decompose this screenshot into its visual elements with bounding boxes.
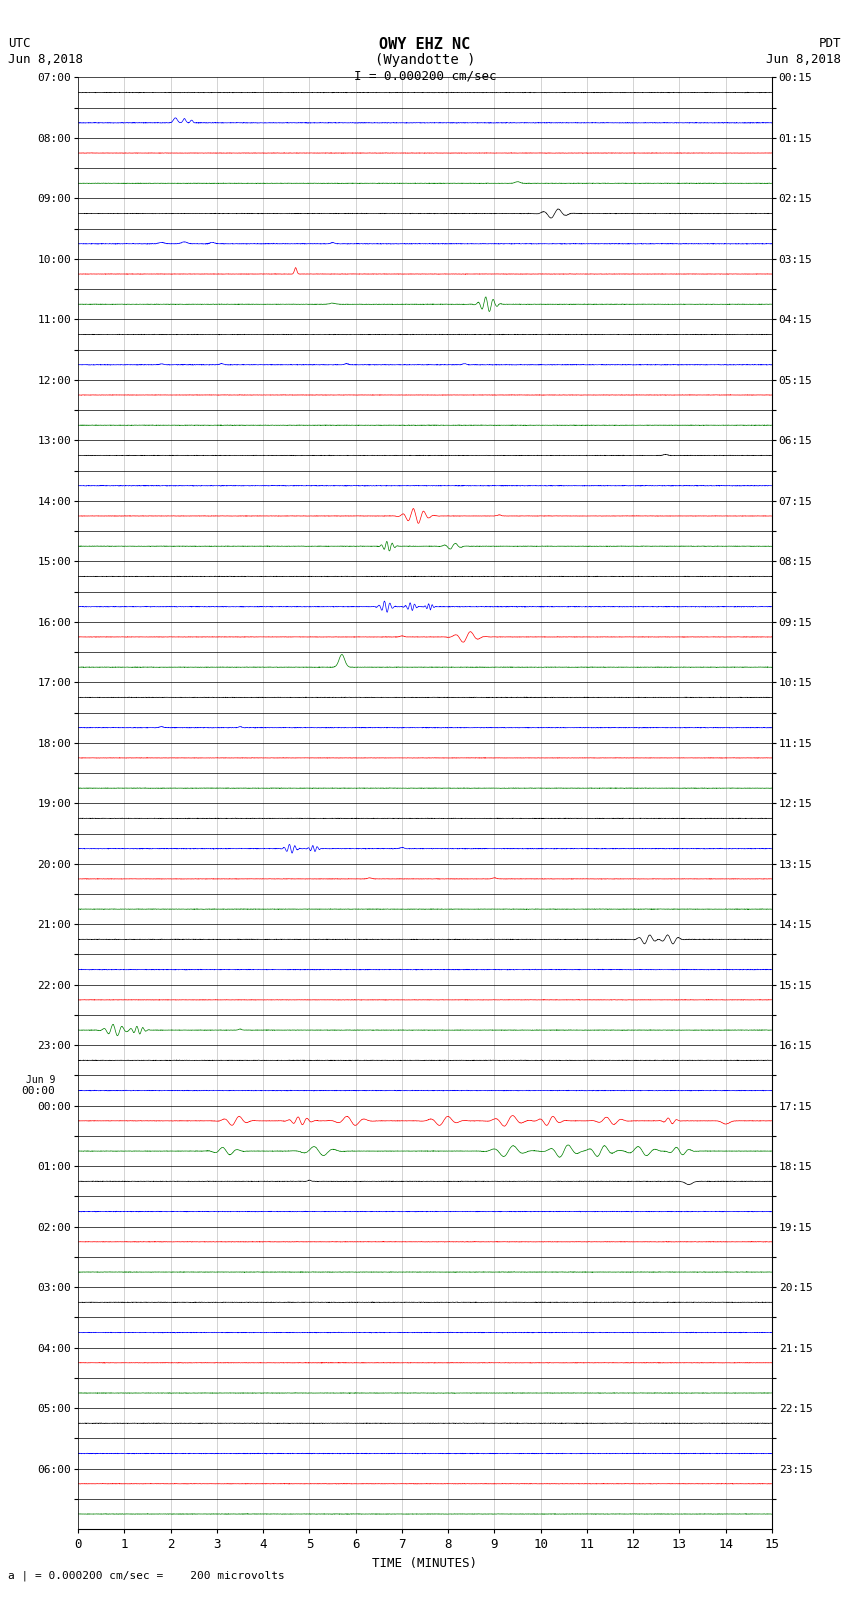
Text: UTC: UTC xyxy=(8,37,31,50)
Text: PDT: PDT xyxy=(819,37,842,50)
Text: 00:00: 00:00 xyxy=(21,1086,55,1095)
Text: OWY EHZ NC: OWY EHZ NC xyxy=(379,37,471,52)
Text: Jun 9: Jun 9 xyxy=(26,1076,55,1086)
Text: Jun 8,2018: Jun 8,2018 xyxy=(8,53,83,66)
Text: I = 0.000200 cm/sec: I = 0.000200 cm/sec xyxy=(354,69,496,82)
Text: (Wyandotte ): (Wyandotte ) xyxy=(375,53,475,68)
Text: Jun 8,2018: Jun 8,2018 xyxy=(767,53,842,66)
X-axis label: TIME (MINUTES): TIME (MINUTES) xyxy=(372,1557,478,1569)
Text: a | = 0.000200 cm/sec =    200 microvolts: a | = 0.000200 cm/sec = 200 microvolts xyxy=(8,1569,286,1581)
